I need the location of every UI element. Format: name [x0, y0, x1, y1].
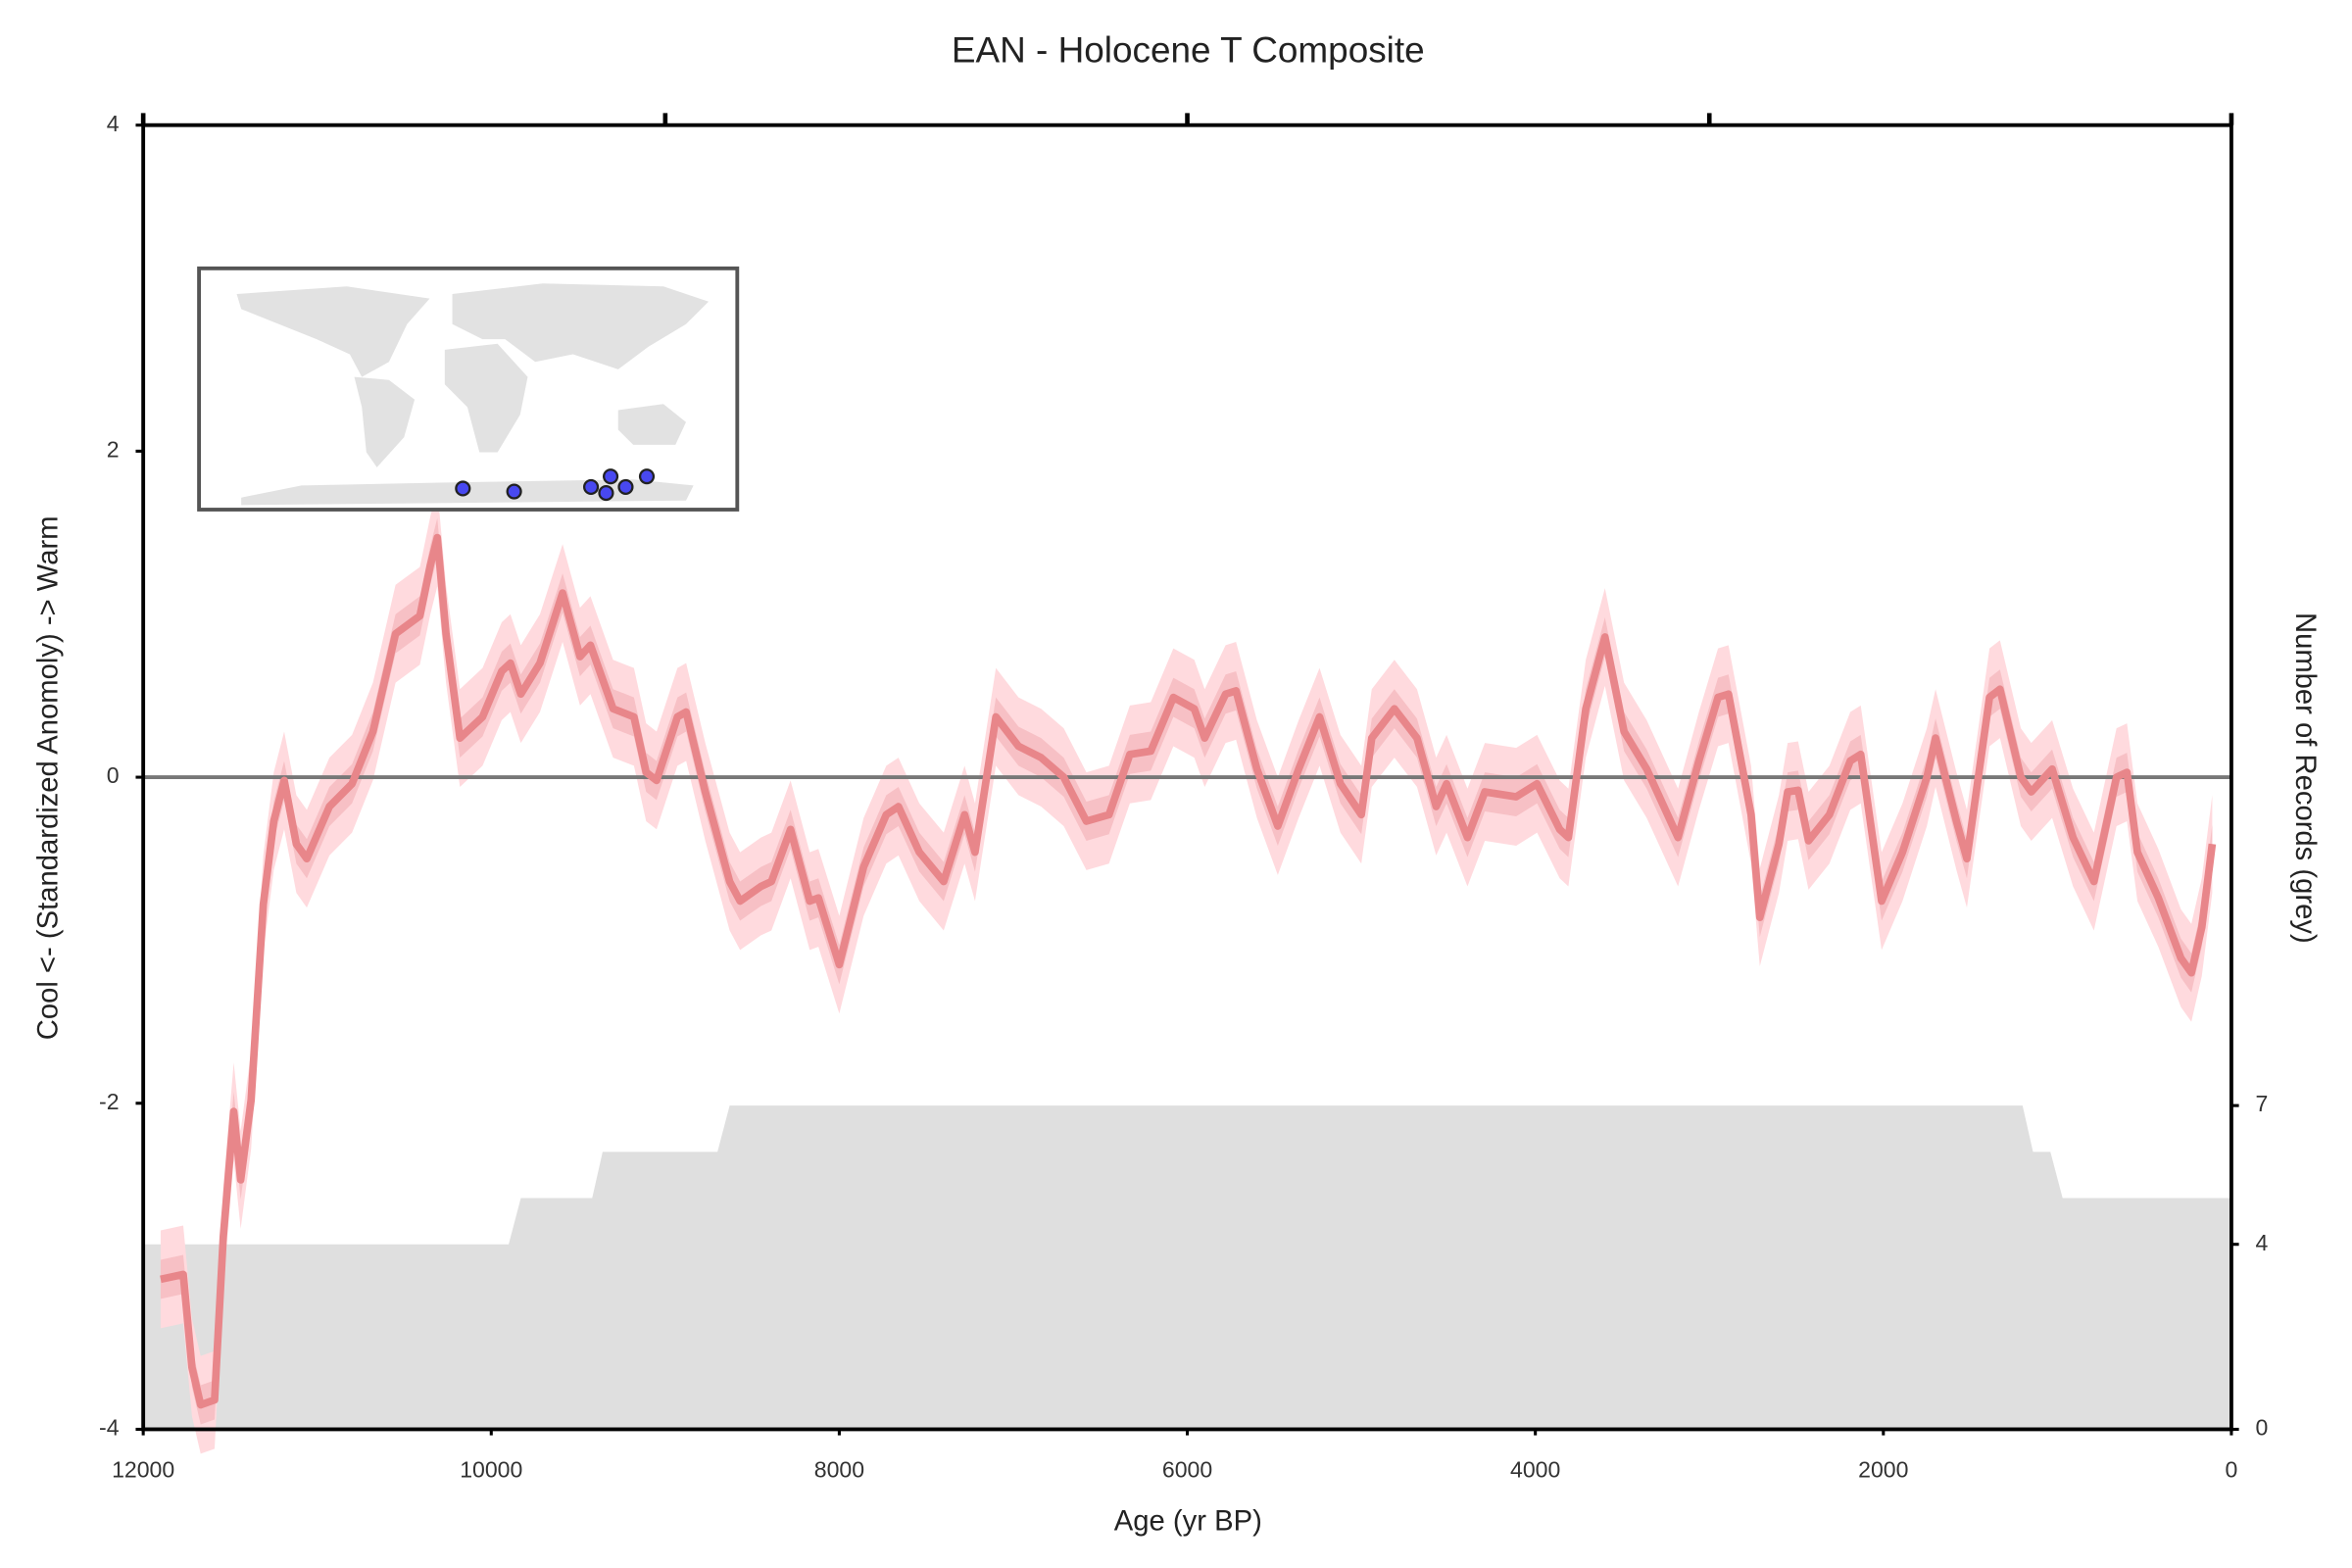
x-tick-label: 12000 [112, 1457, 174, 1483]
temperature-line [160, 533, 2217, 1409]
x-tick-label: 6000 [1162, 1457, 1212, 1483]
x-axis-label: Age (yr BP) [1114, 1506, 1262, 1538]
y-tick-label: -2 [99, 1089, 120, 1114]
x-tick-label: 2000 [1858, 1457, 1908, 1483]
y-tick-label: -4 [99, 1415, 120, 1441]
x-tick-label: 0 [2226, 1457, 2238, 1483]
x-tick-label: 8000 [814, 1457, 864, 1483]
y2-axis-label: Number of Records (grey) [2289, 612, 2321, 944]
plot-area: -4 -2 0 2 4 0 4 7 12000 10000 8000 6000 4000 2000 0 [99, 111, 2269, 1483]
x-tick-label: 10000 [460, 1457, 522, 1483]
y-axis-label: Cool <- (Standardized Anomoly) -> Warm [32, 515, 64, 1040]
records-area [143, 1105, 2231, 1430]
uncertainty-band [160, 517, 2213, 1425]
y2-tick-label: 4 [2256, 1230, 2269, 1255]
continents [236, 283, 710, 506]
chart-title: EAN - Holocene T Composite [952, 30, 1425, 71]
y-tick-label: 0 [107, 762, 120, 788]
y-tick-label: 4 [107, 111, 120, 136]
y2-tick-label: 7 [2256, 1091, 2269, 1116]
y2-tick-label: 0 [2256, 1415, 2269, 1441]
map-inset [197, 266, 740, 512]
y-tick-label: 2 [107, 436, 120, 462]
site-markers [455, 468, 656, 502]
x-tick-label: 4000 [1510, 1457, 1560, 1483]
